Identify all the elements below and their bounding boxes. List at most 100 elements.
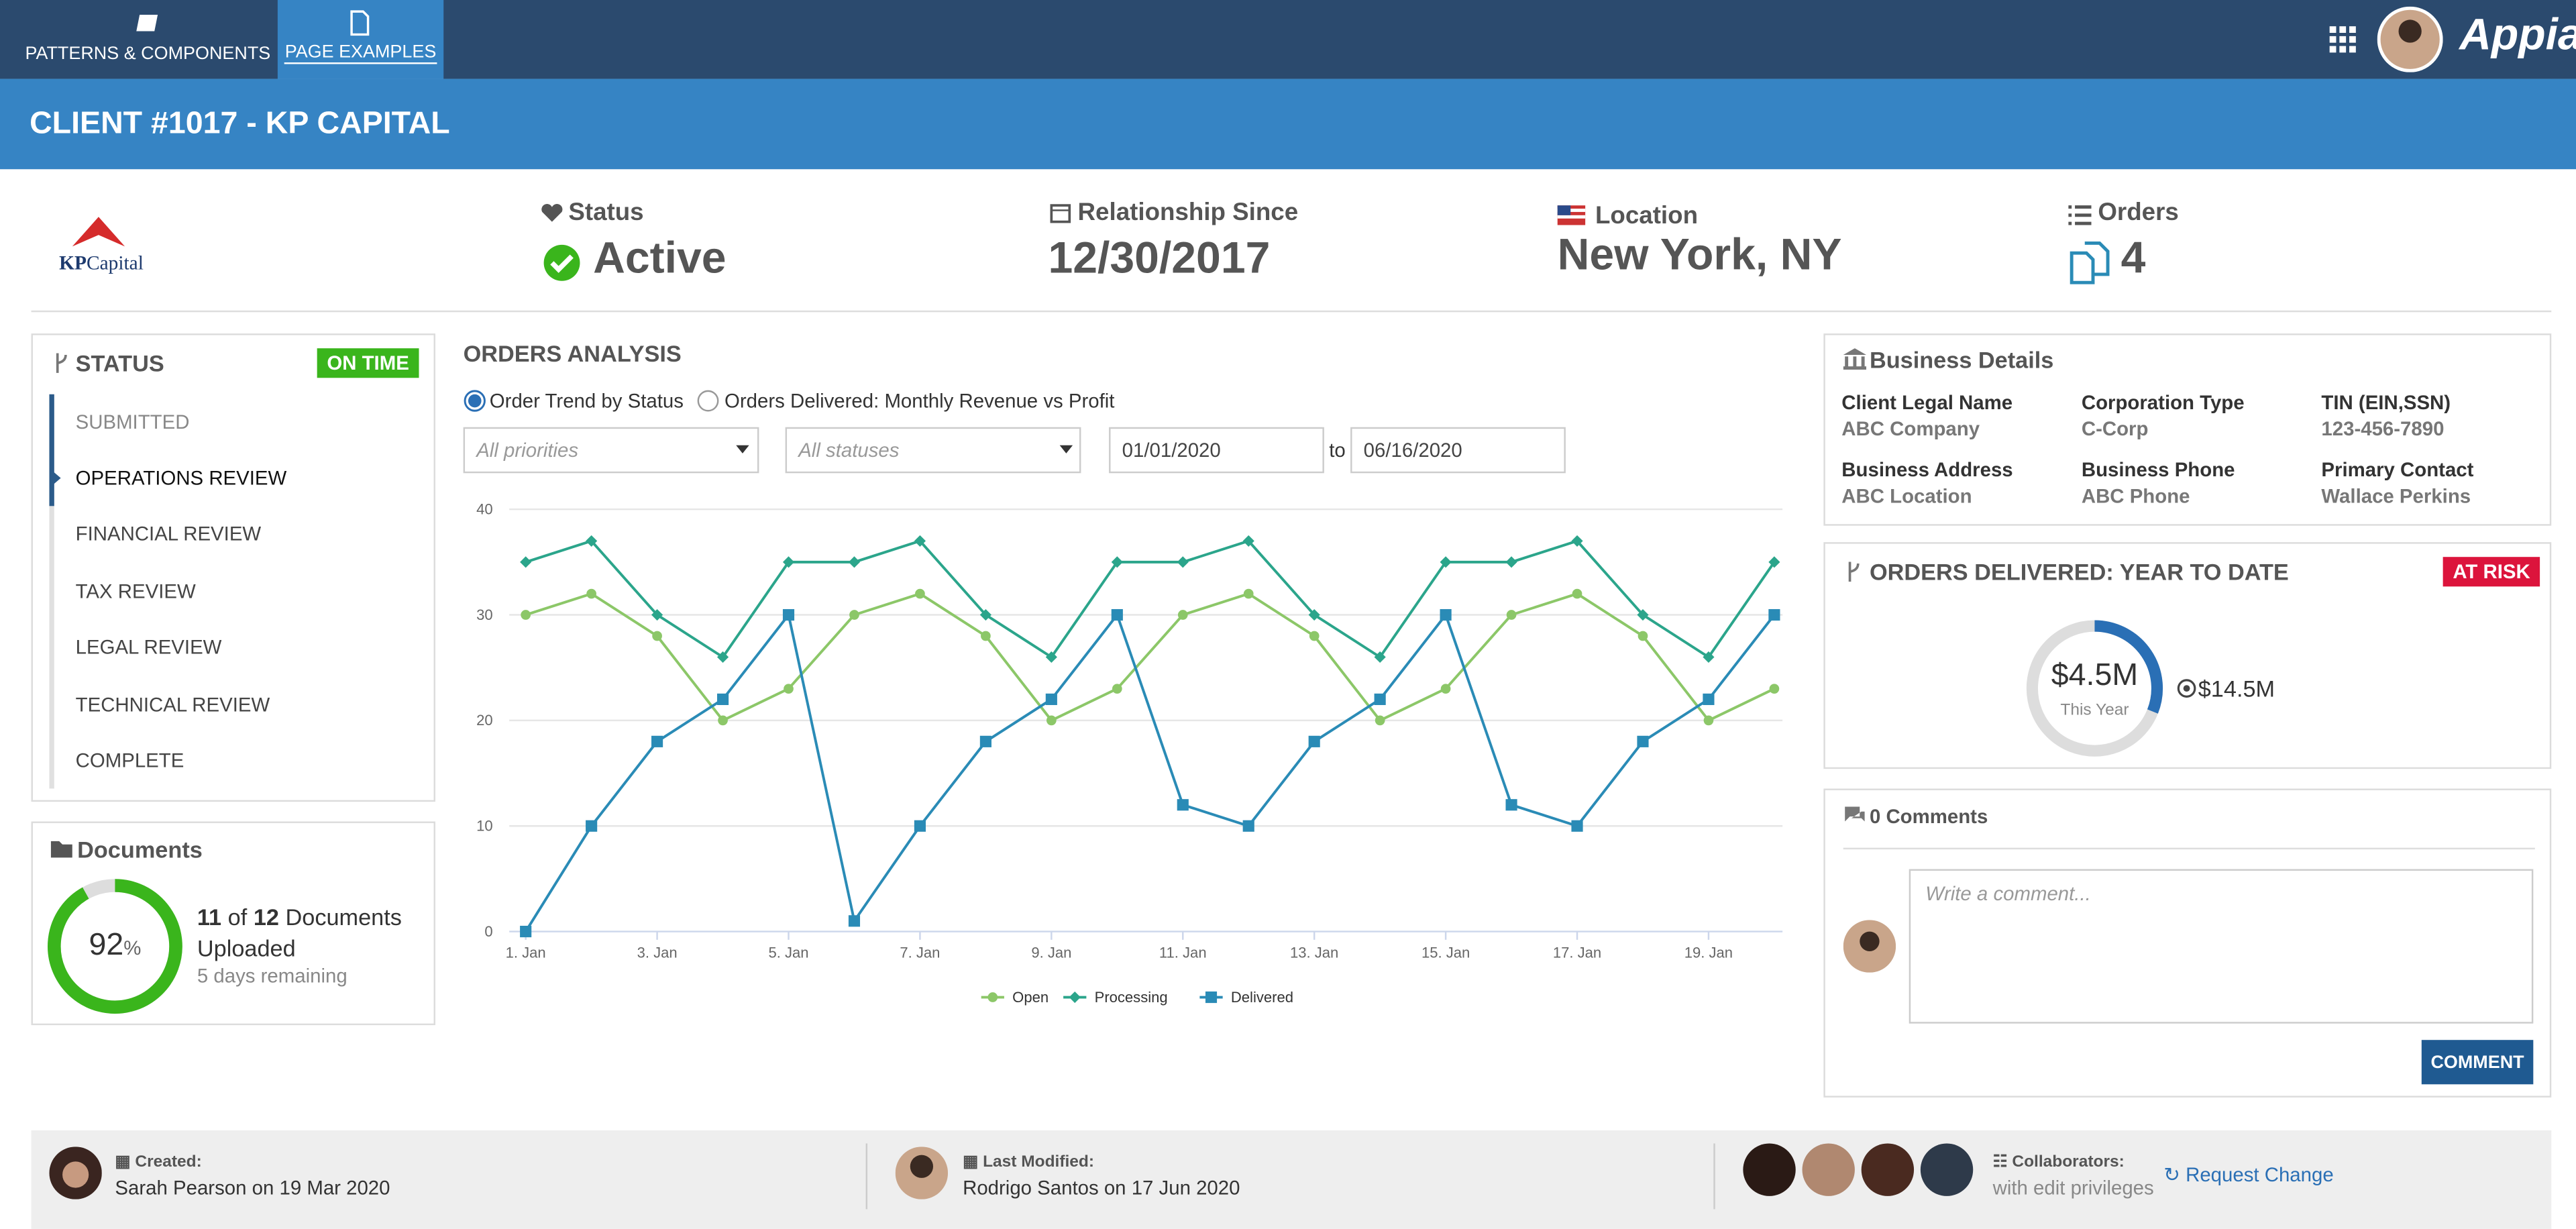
- orders-icon: [2070, 242, 2110, 284]
- point: [1242, 820, 1254, 832]
- progress-fill: [49, 394, 54, 506]
- orders-value: 4: [2121, 233, 2146, 283]
- status-step: LEGAL REVIEW: [75, 635, 222, 659]
- grid-icon[interactable]: [2328, 25, 2361, 58]
- point: [1703, 651, 1715, 663]
- comment-input[interactable]: Write a comment...: [1909, 869, 2534, 1024]
- point: [782, 556, 795, 568]
- header-bar: [0, 78, 2576, 170]
- modified-label: ▦ Last Modified:: [963, 1153, 1095, 1172]
- point: [1111, 608, 1123, 621]
- point: [521, 610, 531, 620]
- status-label: Status: [568, 199, 644, 227]
- field-label: Primary Contact: [2321, 458, 2474, 482]
- footer: [31, 1130, 2552, 1229]
- nav-tab[interactable]: PATTERNS & COMPONENTS: [16, 0, 279, 79]
- field-value: C-Corp: [2081, 417, 2149, 441]
- point: [1440, 684, 1451, 694]
- point: [1505, 799, 1517, 811]
- field-label: Corporation Type: [2081, 390, 2245, 415]
- x-tick-label: 13. Jan: [1290, 945, 1338, 961]
- priority-dropdown[interactable]: All priorities: [463, 427, 759, 474]
- field-value: Wallace Perkins: [2321, 484, 2471, 508]
- nav-tab-active[interactable]: PAGE EXAMPLES: [277, 0, 444, 79]
- x-tick-label: 15. Jan: [1421, 945, 1470, 961]
- point: [979, 608, 991, 621]
- x-tick-label: 7. Jan: [900, 945, 940, 961]
- collaborator-avatars: [1743, 1143, 1974, 1196]
- status-step: SUBMITTED: [75, 411, 190, 434]
- documents-title: Documents: [77, 836, 203, 863]
- radio-selected[interactable]: [464, 389, 486, 412]
- logo-text: KPCapital: [59, 252, 144, 276]
- point: [979, 735, 991, 747]
- ytd-title: ORDERS DELIVERED: YEAR TO DATE: [1869, 558, 2289, 585]
- creator-avatar: [49, 1146, 102, 1199]
- field-label: Client Legal Name: [1841, 390, 2013, 415]
- comment-button[interactable]: COMMENT: [2421, 1040, 2534, 1085]
- x-tick-label: 5. Jan: [768, 945, 808, 961]
- branch-icon: [1848, 562, 1860, 582]
- gauge-progress: [2094, 620, 2163, 714]
- dropdown-text: All priorities: [476, 438, 579, 462]
- point: [1506, 610, 1517, 620]
- to-date[interactable]: 06/16/2020: [1350, 427, 1566, 474]
- y-tick-label: 0: [484, 923, 492, 940]
- radio[interactable]: [696, 389, 719, 412]
- status-title: STATUS: [75, 350, 164, 376]
- series-line: [525, 592, 1775, 723]
- uploaded-text: Documents Uploaded: [197, 903, 402, 961]
- point: [1205, 991, 1218, 1004]
- link-label: Request Change: [2186, 1163, 2334, 1187]
- folder-icon: [50, 841, 72, 858]
- point: [586, 535, 598, 547]
- field-value: ABC Phone: [2081, 484, 2190, 508]
- point: [1308, 735, 1320, 747]
- point: [1177, 556, 1189, 568]
- y-tick-label: 40: [476, 501, 493, 518]
- comments-title: 0 Comments: [1869, 805, 1988, 829]
- field-label: Business Address: [1841, 458, 2013, 482]
- point: [520, 926, 532, 938]
- business-title: Business Details: [1869, 346, 2054, 373]
- ytd-target: $14.5M: [2198, 675, 2275, 702]
- current-step-arrow: [49, 468, 61, 488]
- status-value: Active: [593, 233, 727, 283]
- nav-tab-label: PAGE EXAMPLES: [284, 43, 437, 64]
- status-dropdown[interactable]: All statuses: [785, 427, 1081, 474]
- modified-value: Rodrigo Santos on 17 Jun 2020: [963, 1176, 1240, 1199]
- commenter-avatar: [1843, 920, 1896, 973]
- point: [1703, 693, 1715, 705]
- documents-text: 11 of 12 Documents Uploaded: [197, 902, 427, 964]
- of-word: of: [227, 903, 248, 930]
- progress-track: [49, 394, 54, 789]
- point: [1572, 588, 1582, 599]
- point: [586, 820, 598, 832]
- point: [651, 735, 663, 747]
- date-text: 01/01/2020: [1122, 438, 1221, 462]
- ytd-caption: This Year: [2060, 701, 2129, 720]
- point: [1177, 610, 1188, 620]
- x-tick-label: 11. Jan: [1159, 945, 1207, 961]
- point: [1768, 608, 1780, 621]
- ytd-badge: AT RISK: [2443, 557, 2540, 587]
- point: [1242, 535, 1254, 547]
- bank-icon: [1843, 348, 1867, 370]
- from-date[interactable]: 01/01/2020: [1109, 427, 1324, 474]
- point: [1505, 556, 1517, 568]
- point: [1243, 588, 1254, 599]
- x-tick-label: 17. Jan: [1553, 945, 1601, 961]
- point: [987, 992, 998, 1002]
- point: [849, 610, 859, 620]
- user-avatar[interactable]: [2377, 6, 2443, 72]
- placeholder: Write a comment...: [1925, 882, 2091, 906]
- to-label: to: [1329, 438, 1346, 462]
- ring-progress: [48, 879, 182, 1014]
- date-text: 06/16/2020: [1363, 438, 1462, 462]
- point: [1374, 693, 1386, 705]
- request-change[interactable]: ↻ Request Change: [2163, 1163, 2334, 1187]
- caret: [736, 445, 749, 453]
